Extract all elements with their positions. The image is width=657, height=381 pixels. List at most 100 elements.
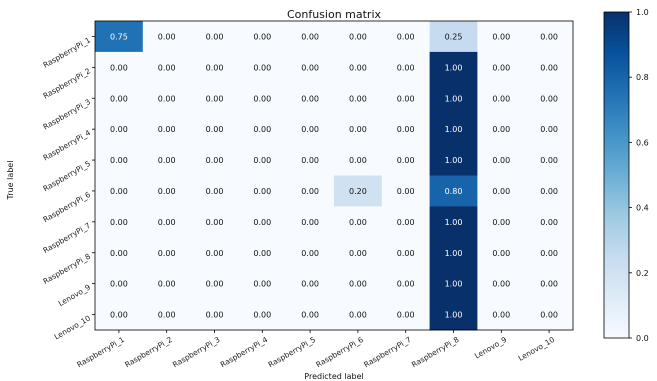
heatmap-cell <box>95 299 144 331</box>
x-tick-label: RaspberryPi_3 <box>171 335 222 369</box>
cell-value-label: 0.00 <box>349 94 367 103</box>
cell-value-label: 0.00 <box>349 311 367 320</box>
colorbar-tick-label: 0.0 <box>636 334 649 343</box>
cell-value-label: 0.00 <box>206 249 224 258</box>
heatmap-cell <box>238 51 287 84</box>
cell-value-label: 0.00 <box>397 187 415 196</box>
heatmap-cell <box>429 51 478 84</box>
cell-value-label: 0.00 <box>301 218 319 227</box>
cell-value-label: 0.00 <box>206 156 224 165</box>
cell-value-label: 0.00 <box>492 156 510 165</box>
cell-value-label: 0.00 <box>301 187 319 196</box>
heatmap-cell <box>286 206 335 238</box>
heatmap-cell <box>286 21 335 53</box>
cell-value-label: 0.00 <box>540 311 558 320</box>
heatmap-cells <box>95 21 574 331</box>
x-tick-label: RaspberryPi_2 <box>123 335 174 369</box>
plot-frame <box>94 20 574 331</box>
heatmap-cell <box>334 175 383 207</box>
cell-value-label: 0.00 <box>110 280 128 289</box>
heatmap-cell <box>525 268 574 300</box>
cell-value-label: 0.00 <box>540 156 558 165</box>
heatmap-cell <box>142 51 191 84</box>
cell-value-label: 0.00 <box>158 125 176 134</box>
cell-value-label: 0.00 <box>158 249 176 258</box>
cell-value-label: 0.00 <box>540 32 558 41</box>
heatmap-cell <box>334 299 383 331</box>
cell-value-label: 0.75 <box>110 32 128 41</box>
cell-value-label: 0.20 <box>349 187 367 196</box>
cell-value-label: 0.00 <box>253 249 271 258</box>
heatmap-cell <box>190 144 239 176</box>
cell-value-label: 0.00 <box>253 125 271 134</box>
heatmap-cell <box>95 51 144 84</box>
colorbar-ticks: 0.0 0.2 0.4 0.6 0.8 1.0 <box>629 8 649 343</box>
heatmap-cell <box>477 268 526 300</box>
colorbar-tick-label: 0.6 <box>636 138 649 147</box>
heatmap-cell <box>286 175 335 207</box>
cell-value-label: 0.00 <box>397 218 415 227</box>
cell-value-label: 0.00 <box>253 187 271 196</box>
heatmap-cell <box>190 268 239 300</box>
cell-value-label: 0.00 <box>253 32 271 41</box>
cell-value-label: 0.00 <box>397 280 415 289</box>
cell-value-label: 1.00 <box>445 218 463 227</box>
y-axis-ticks: RaspberryPi_1RaspberryPi_2RaspberryPi_3R… <box>41 35 95 341</box>
cell-value-label: 0.00 <box>110 311 128 320</box>
y-tick-label: RaspberryPi_7 <box>41 221 92 255</box>
cell-value-label: 0.00 <box>206 94 224 103</box>
cell-value-label: 0.00 <box>540 125 558 134</box>
cell-value-label: 0.00 <box>158 63 176 72</box>
heatmap-cell <box>142 175 191 207</box>
cell-value-label: 0.00 <box>206 32 224 41</box>
cell-value-label: 1.00 <box>445 63 463 72</box>
heatmap-cell <box>477 237 526 269</box>
heatmap-cell <box>381 175 430 207</box>
cell-value-label: 0.00 <box>206 63 224 72</box>
heatmap-cell <box>477 175 526 207</box>
heatmap-cell <box>142 206 191 238</box>
cell-value-label: 0.00 <box>540 94 558 103</box>
cell-value-label: 0.00 <box>397 125 415 134</box>
cell-value-label: 0.00 <box>540 280 558 289</box>
heatmap-cell <box>142 237 191 269</box>
heatmap-cell <box>238 21 287 53</box>
x-tick-label: RaspberryPi_6 <box>314 335 365 369</box>
cell-value-label: 0.00 <box>110 156 128 165</box>
cell-value-label: 0.00 <box>301 32 319 41</box>
heatmap-cell <box>525 175 574 207</box>
cell-value-label: 0.00 <box>301 125 319 134</box>
heatmap-cell <box>142 299 191 331</box>
heatmap-cell <box>190 206 239 238</box>
heatmap-cell <box>238 299 287 331</box>
x-tick-label: RaspberryPi_4 <box>219 335 270 369</box>
heatmap-cell <box>238 206 287 238</box>
heatmap-cell <box>381 268 430 300</box>
x-tick-label: RaspberryPi_7 <box>362 335 413 369</box>
cell-value-label: 0.80 <box>445 187 463 196</box>
heatmap-cell <box>238 144 287 176</box>
cell-value-label: 0.00 <box>301 63 319 72</box>
cell-value-label: 0.00 <box>158 94 176 103</box>
cell-value-label: 0.00 <box>540 249 558 258</box>
heatmap-cell <box>477 51 526 84</box>
heatmap-cell <box>238 175 287 207</box>
heatmap-cell <box>525 299 574 331</box>
cell-value-label: 0.00 <box>492 32 510 41</box>
heatmap-cell <box>190 21 239 53</box>
heatmap-cell <box>95 21 144 53</box>
y-tick-label: RaspberryPi_8 <box>41 252 92 286</box>
x-tick-label: RaspberryPi_5 <box>267 335 318 369</box>
heatmap-cell <box>429 21 478 53</box>
heatmap-cell <box>190 237 239 269</box>
cell-value-label: 0.00 <box>253 311 271 320</box>
heatmap-cell <box>477 82 526 115</box>
heatmap-cell <box>95 268 144 300</box>
y-tick-label: RaspberryPi_5 <box>41 159 92 193</box>
cell-value-label: 0.00 <box>492 187 510 196</box>
heatmap-cell-labels: 0.75 0.00 0.00 0.00 0.00 0.00 0.00 0.25 0.00 0.00… <box>110 32 558 319</box>
cell-value-label: 0.00 <box>206 187 224 196</box>
heatmap-cell <box>286 113 335 145</box>
cell-value-label: 0.00 <box>492 218 510 227</box>
